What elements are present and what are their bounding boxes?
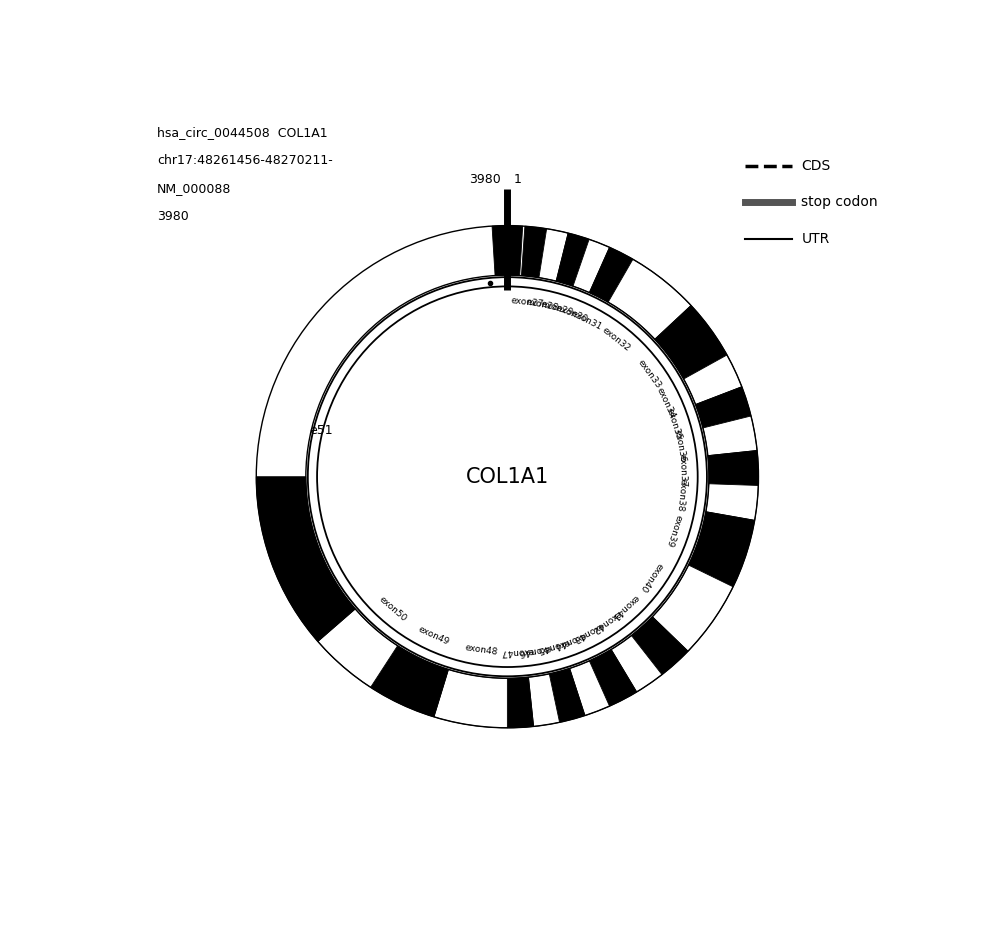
Polygon shape: [508, 677, 534, 728]
Text: stop codon: stop codon: [802, 195, 878, 210]
Text: exon36: exon36: [672, 430, 687, 464]
Text: exon38: exon38: [675, 478, 688, 512]
Polygon shape: [529, 674, 559, 727]
Polygon shape: [573, 239, 610, 293]
Text: exon45: exon45: [536, 637, 570, 654]
Text: 3980: 3980: [469, 173, 501, 186]
Text: exon27: exon27: [510, 296, 544, 309]
Text: exon41: exon41: [609, 593, 640, 621]
Text: exon33: exon33: [636, 358, 662, 390]
Polygon shape: [522, 227, 546, 278]
Polygon shape: [318, 609, 398, 687]
Text: exon48: exon48: [464, 643, 499, 657]
Polygon shape: [608, 260, 691, 339]
Polygon shape: [703, 416, 757, 456]
Text: exon47: exon47: [500, 647, 534, 657]
Text: exon46: exon46: [518, 643, 551, 657]
Polygon shape: [434, 669, 508, 728]
Text: CDS: CDS: [802, 160, 831, 173]
Text: exon44: exon44: [553, 630, 587, 650]
Text: exon42: exon42: [590, 608, 623, 634]
Polygon shape: [611, 635, 662, 692]
Polygon shape: [632, 616, 688, 675]
Text: exon37: exon37: [677, 454, 687, 487]
Polygon shape: [708, 450, 758, 485]
Polygon shape: [688, 512, 754, 587]
Text: NM_000088: NM_000088: [157, 182, 232, 195]
Text: exon34: exon34: [655, 386, 677, 420]
Text: exon29: exon29: [540, 300, 574, 318]
Text: exon30: exon30: [554, 303, 589, 324]
Text: 1: 1: [514, 173, 522, 186]
Text: exon49: exon49: [417, 624, 450, 647]
Text: e51: e51: [309, 424, 333, 437]
Polygon shape: [652, 565, 733, 651]
Polygon shape: [706, 483, 758, 520]
Polygon shape: [556, 233, 589, 286]
Polygon shape: [654, 306, 727, 379]
Polygon shape: [589, 247, 633, 302]
Polygon shape: [589, 649, 637, 706]
Text: UTR: UTR: [802, 232, 830, 245]
Text: exon50: exon50: [377, 595, 408, 623]
Text: 3980: 3980: [157, 210, 189, 223]
Polygon shape: [696, 387, 751, 428]
Text: exon32: exon32: [601, 326, 633, 354]
Polygon shape: [539, 228, 568, 281]
Text: exon39: exon39: [664, 514, 683, 548]
Polygon shape: [569, 661, 610, 716]
Text: exon28: exon28: [525, 297, 559, 312]
Polygon shape: [492, 226, 507, 276]
Text: exon40: exon40: [638, 561, 664, 594]
Polygon shape: [549, 668, 585, 722]
Polygon shape: [508, 226, 523, 276]
Text: COL1A1: COL1A1: [465, 466, 549, 487]
Text: exon35: exon35: [665, 407, 684, 442]
Text: chr17:48261456-48270211-: chr17:48261456-48270211-: [157, 154, 333, 167]
Text: exon31: exon31: [570, 309, 604, 332]
Polygon shape: [370, 646, 448, 716]
Polygon shape: [684, 355, 742, 404]
Text: exon43: exon43: [571, 620, 605, 644]
Polygon shape: [256, 477, 355, 642]
Text: hsa_circ_0044508  COL1A1: hsa_circ_0044508 COL1A1: [157, 126, 328, 140]
